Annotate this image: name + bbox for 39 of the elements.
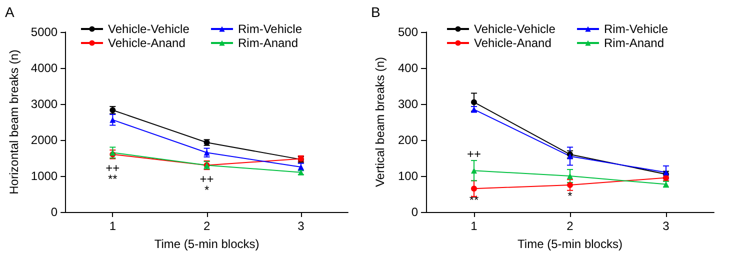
x-axis-title: Time (5-min blocks): [518, 237, 622, 251]
x-axis-title: Time (5-min blocks): [154, 237, 260, 251]
legend-label: Vehicle-Anand: [474, 36, 552, 50]
y-tick-label: 2000: [30, 133, 58, 147]
legend-label: Rim-Anand: [238, 36, 298, 50]
y-axis-title: Horizontal beam breaks (n): [7, 50, 21, 194]
legend-label: Rim-Anand: [604, 36, 664, 50]
annotation: *: [204, 183, 210, 197]
chart-title: A: [5, 4, 15, 20]
legend-label: Rim-Vehicle: [238, 22, 302, 36]
annotation: **: [108, 172, 118, 186]
x-tick-label: 1: [109, 219, 116, 233]
legend-label: Vehicle-Anand: [108, 36, 186, 50]
annotation: ++: [200, 172, 214, 186]
annotation: ++: [106, 161, 120, 175]
chart-title: B: [371, 4, 380, 20]
x-tick-label: 1: [470, 219, 478, 233]
y-tick-label: 1000: [30, 169, 58, 183]
x-tick-label: 3: [298, 219, 305, 233]
y-tick-label: 0: [50, 205, 58, 219]
y-tick-label: 200: [398, 133, 418, 147]
annotation: **: [469, 193, 479, 207]
legend-label: Rim-Vehicle: [604, 22, 668, 36]
y-tick-label: 5000: [30, 25, 58, 39]
y-tick-label: 3000: [30, 97, 58, 111]
y-tick-label: 0: [411, 205, 418, 219]
y-tick-label: 100: [398, 169, 418, 183]
annotation: ++: [466, 147, 482, 161]
annotation: *: [568, 189, 573, 203]
legend-label: Vehicle-Vehicle: [108, 22, 190, 36]
x-tick-label: 2: [203, 219, 210, 233]
y-axis-title: Vertical beam breaks (n): [373, 56, 387, 188]
y-tick-label: 400: [398, 61, 418, 75]
y-tick-label: 4000: [30, 61, 58, 75]
y-tick-label: 500: [398, 25, 418, 39]
legend-label: Vehicle-Vehicle: [474, 22, 556, 36]
x-tick-label: 2: [566, 219, 574, 233]
y-tick-label: 300: [398, 97, 418, 111]
x-tick-label: 3: [662, 219, 670, 233]
